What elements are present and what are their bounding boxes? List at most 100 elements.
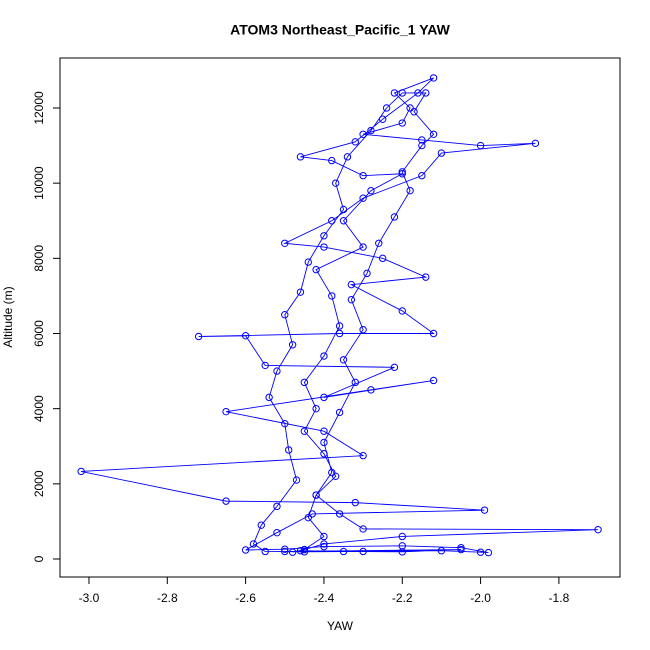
data-point: [281, 310, 289, 319]
data-point: [241, 332, 250, 340]
data-point: [328, 468, 336, 477]
data-point: [406, 104, 414, 112]
x-tick-label: -2.4: [314, 591, 335, 605]
data-point: [320, 540, 328, 548]
data-point: [398, 89, 406, 97]
y-tick-label: 12000: [32, 91, 46, 125]
data-point: [312, 265, 320, 274]
x-tick-label: -2.8: [157, 591, 178, 605]
y-tick-label: 8000: [32, 245, 46, 272]
data-point: [281, 545, 289, 553]
data-point: [261, 547, 269, 556]
data-point: [351, 378, 359, 387]
data-point: [363, 269, 371, 278]
series-line: [81, 77, 599, 554]
data-point: [347, 280, 356, 289]
y-tick-label: 0: [32, 555, 46, 562]
data-point: [359, 451, 367, 460]
data-point: [222, 497, 230, 505]
data-point: [320, 450, 328, 458]
data-point: [347, 295, 356, 304]
data-point: [281, 547, 289, 556]
data-point: [222, 407, 230, 416]
data-point: [320, 532, 328, 541]
data-point: [422, 273, 430, 281]
data-point: [320, 352, 328, 360]
data-point: [343, 153, 352, 161]
data-point: [398, 307, 406, 315]
data-point: [335, 329, 344, 338]
data-point: [484, 548, 493, 557]
data-point: [359, 171, 367, 180]
data-point: [273, 502, 281, 511]
data-point: [390, 363, 399, 372]
data-point: [429, 376, 438, 385]
data-point: [480, 506, 489, 514]
data-point: [273, 367, 281, 375]
y-tick-label: 6000: [32, 320, 46, 347]
data-point: [457, 545, 465, 554]
data-point: [382, 104, 391, 112]
data-point: [292, 476, 301, 484]
data-point: [359, 525, 367, 533]
data-point: [300, 545, 309, 554]
data-point: [320, 243, 328, 251]
data-point: [375, 239, 383, 247]
plot-frame: [59, 57, 621, 578]
data-point: [281, 239, 289, 247]
data-point: [312, 404, 320, 413]
data-point: [77, 467, 85, 476]
data-point: [339, 547, 348, 556]
x-axis-label: YAW: [327, 619, 354, 633]
data-point: [359, 326, 367, 334]
x-tick-label: -3.0: [79, 591, 100, 605]
data-point: [328, 292, 336, 300]
data-point: [414, 89, 422, 97]
data-point: [398, 170, 406, 178]
data-point: [398, 119, 406, 127]
data-point: [281, 419, 289, 428]
data-point: [359, 194, 367, 202]
data-point: [359, 130, 367, 138]
y-axis-label: Altitude (m): [1, 286, 15, 347]
data-point: [339, 217, 348, 225]
data-point: [300, 378, 309, 387]
data-point: [288, 548, 297, 556]
data-point: [249, 540, 258, 548]
data-point: [335, 408, 344, 417]
data-point: [284, 446, 293, 454]
data-point: [261, 361, 269, 370]
data-point: [288, 341, 297, 349]
data-point: [241, 546, 250, 554]
data-point: [457, 544, 465, 552]
data-point: [335, 322, 344, 330]
data-point: [335, 510, 344, 518]
data-point: [339, 205, 348, 214]
data-point: [406, 186, 414, 195]
data-point: [422, 89, 430, 97]
data-point: [398, 532, 406, 541]
data-point: [476, 141, 485, 150]
data-point: [320, 438, 328, 447]
data-point: [390, 213, 399, 221]
data-point: [331, 472, 340, 481]
data-point: [418, 171, 426, 180]
data-point: [328, 156, 336, 165]
data-point: [308, 510, 316, 518]
data-point: [320, 393, 328, 402]
chart-title: ATOM3 Northeast_Pacific_1 YAW: [230, 22, 450, 38]
data-point: [320, 427, 328, 435]
data-point: [194, 332, 203, 341]
data-point: [429, 130, 438, 138]
data-point: [351, 138, 359, 146]
data-point: [320, 232, 328, 240]
data-point: [410, 108, 418, 116]
data-point: [437, 547, 446, 555]
y-tick-label: 10000: [32, 166, 46, 200]
data-point: [531, 139, 540, 148]
data-point: [331, 179, 340, 187]
data-point: [398, 548, 406, 556]
data-point: [367, 126, 375, 135]
data-point: [351, 498, 359, 507]
